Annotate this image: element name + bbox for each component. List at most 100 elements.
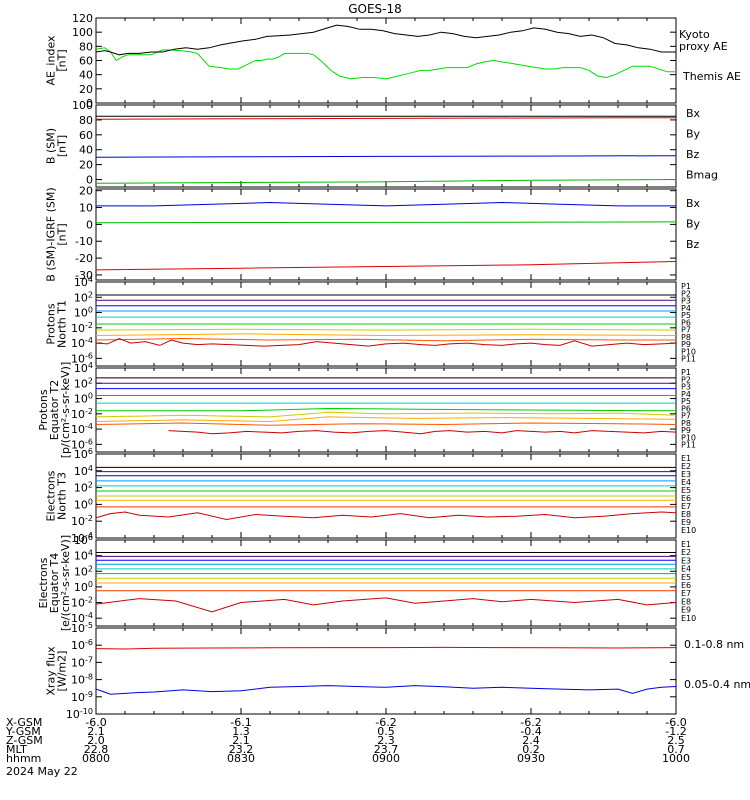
y-axis-label: North T1 (56, 300, 69, 348)
series-bz (96, 261, 676, 271)
legend-entry: P1 (681, 282, 691, 291)
y-tick-label: 100 (72, 99, 93, 112)
series-by (96, 179, 676, 184)
footer-date: 2024 May 22 (6, 765, 78, 778)
legend: 0.1-0.8 nm 0.05-0.4 nm (684, 638, 750, 691)
legend-entry: Bx (686, 107, 701, 120)
footer-row-label: MLT (6, 743, 27, 756)
y-tick-label: 60 (79, 55, 93, 68)
legend-entry: P7 (681, 326, 691, 335)
y-tick-label: 10-4 (71, 611, 93, 625)
y-tick-label: 10-2 (71, 514, 93, 528)
y-tick-label: -30 (75, 269, 93, 282)
legend-entry: P3 (681, 383, 691, 392)
y-tick-label: 104 (74, 361, 93, 375)
footer-value: 0.5 (377, 725, 395, 738)
legend-entry: P4 (681, 390, 691, 399)
y-tick-label: 80 (79, 40, 93, 53)
series-0-05-0-4-nm (96, 685, 676, 695)
footer-value: 23.2 (229, 743, 254, 756)
legend-entry: E10 (681, 526, 696, 535)
y-axis-label: [p/(cm²-s-sr-keV)] (59, 362, 72, 459)
y-tick-label: 102 (74, 564, 93, 578)
footer-value: 2.1 (87, 725, 105, 738)
footer-value: 23.7 (374, 743, 399, 756)
y-tick-label: 10-2 (71, 407, 93, 421)
y-tick-label: 102 (74, 290, 93, 304)
y-tick-label: 102 (74, 376, 93, 390)
legend-entry: 0.1-0.8 nm (684, 638, 744, 651)
legend-entry: E3 (681, 470, 691, 479)
y-tick-label: 100 (74, 497, 93, 511)
y-axis-label: Equator T2 (48, 380, 61, 440)
footer-value: 0.7 (667, 743, 685, 756)
y-tick-label: 10-9 (71, 690, 93, 704)
series-bx (96, 155, 676, 158)
y-tick-label: 104 (74, 275, 93, 289)
y-axis-label: Electrons (37, 557, 50, 608)
legend-entry: E2 (681, 462, 691, 471)
legend-entry: P6 (681, 404, 691, 413)
footer-value: 2.0 (87, 734, 105, 747)
footer-value: 1.3 (232, 725, 250, 738)
legend-entry: E4 (681, 478, 691, 487)
legend-entry: E8 (681, 510, 691, 519)
y-tick-label: 102 (74, 481, 93, 495)
legend-entry: E3 (681, 556, 691, 565)
series-by (96, 221, 676, 224)
y-tick-label: 10-2 (71, 596, 93, 610)
legend-entry: Themis AE (682, 70, 741, 83)
y-axis-label: [nT] (56, 135, 69, 157)
footer-row-label: hhmm (6, 752, 41, 765)
legend-entry: E5 (681, 573, 691, 582)
series-p9 (96, 337, 676, 342)
legend: Bx By Bz Bmag (686, 107, 718, 182)
y-tick-label: 40 (79, 69, 93, 82)
footer-value: 0930 (517, 752, 545, 765)
y-tick-label: 20 (79, 185, 93, 198)
legend-entry: E1 (681, 540, 691, 549)
footer-value: -1.2 (665, 725, 686, 738)
legend-entry: P8 (681, 419, 691, 428)
legend-entry: Bmag (686, 169, 718, 182)
series-themis-ae (96, 24, 676, 56)
y-tick-label: 0 (86, 218, 93, 231)
legend-entry: P2 (681, 375, 691, 384)
y-tick-label: 10-6 (71, 437, 93, 451)
legend-entry: E5 (681, 486, 691, 495)
legend-entry: E7 (681, 502, 691, 511)
y-tick-label: 10-5 (71, 621, 93, 635)
legend-entry: E4 (681, 565, 691, 574)
legend-entry: P2 (681, 289, 691, 298)
panel-frame (95, 104, 677, 188)
y-tick-label: 10-6 (71, 351, 93, 365)
y-tick-label: 20 (79, 83, 93, 96)
panel-2: 0 20 40 60 80 100 B (SM)[nT] Bx By Bz Bmag (45, 99, 718, 188)
y-tick-label: 10-4 (71, 531, 93, 545)
y-tick-label: 10-10 (66, 707, 93, 721)
y-tick-label: 100 (72, 26, 93, 39)
y-axis-label: [nT] (56, 223, 69, 245)
y-tick-label: 80 (79, 114, 93, 127)
legend-entry: E9 (681, 606, 691, 615)
y-tick-label: 10-6 (71, 638, 93, 652)
y-tick-label: 60 (79, 129, 93, 142)
legend-entry: P1 (681, 368, 691, 377)
series-e10 (96, 511, 676, 521)
footer-value: 2.5 (667, 734, 685, 747)
footer-value: 1000 (662, 752, 690, 765)
footer-value: -6.1 (230, 716, 251, 729)
y-tick-label: 106 (74, 533, 93, 547)
legend-entry: P11 (681, 355, 696, 364)
y-axis-label: Protons (37, 389, 50, 430)
footer-value: 0.2 (522, 743, 540, 756)
y-tick-label: 104 (74, 464, 93, 478)
